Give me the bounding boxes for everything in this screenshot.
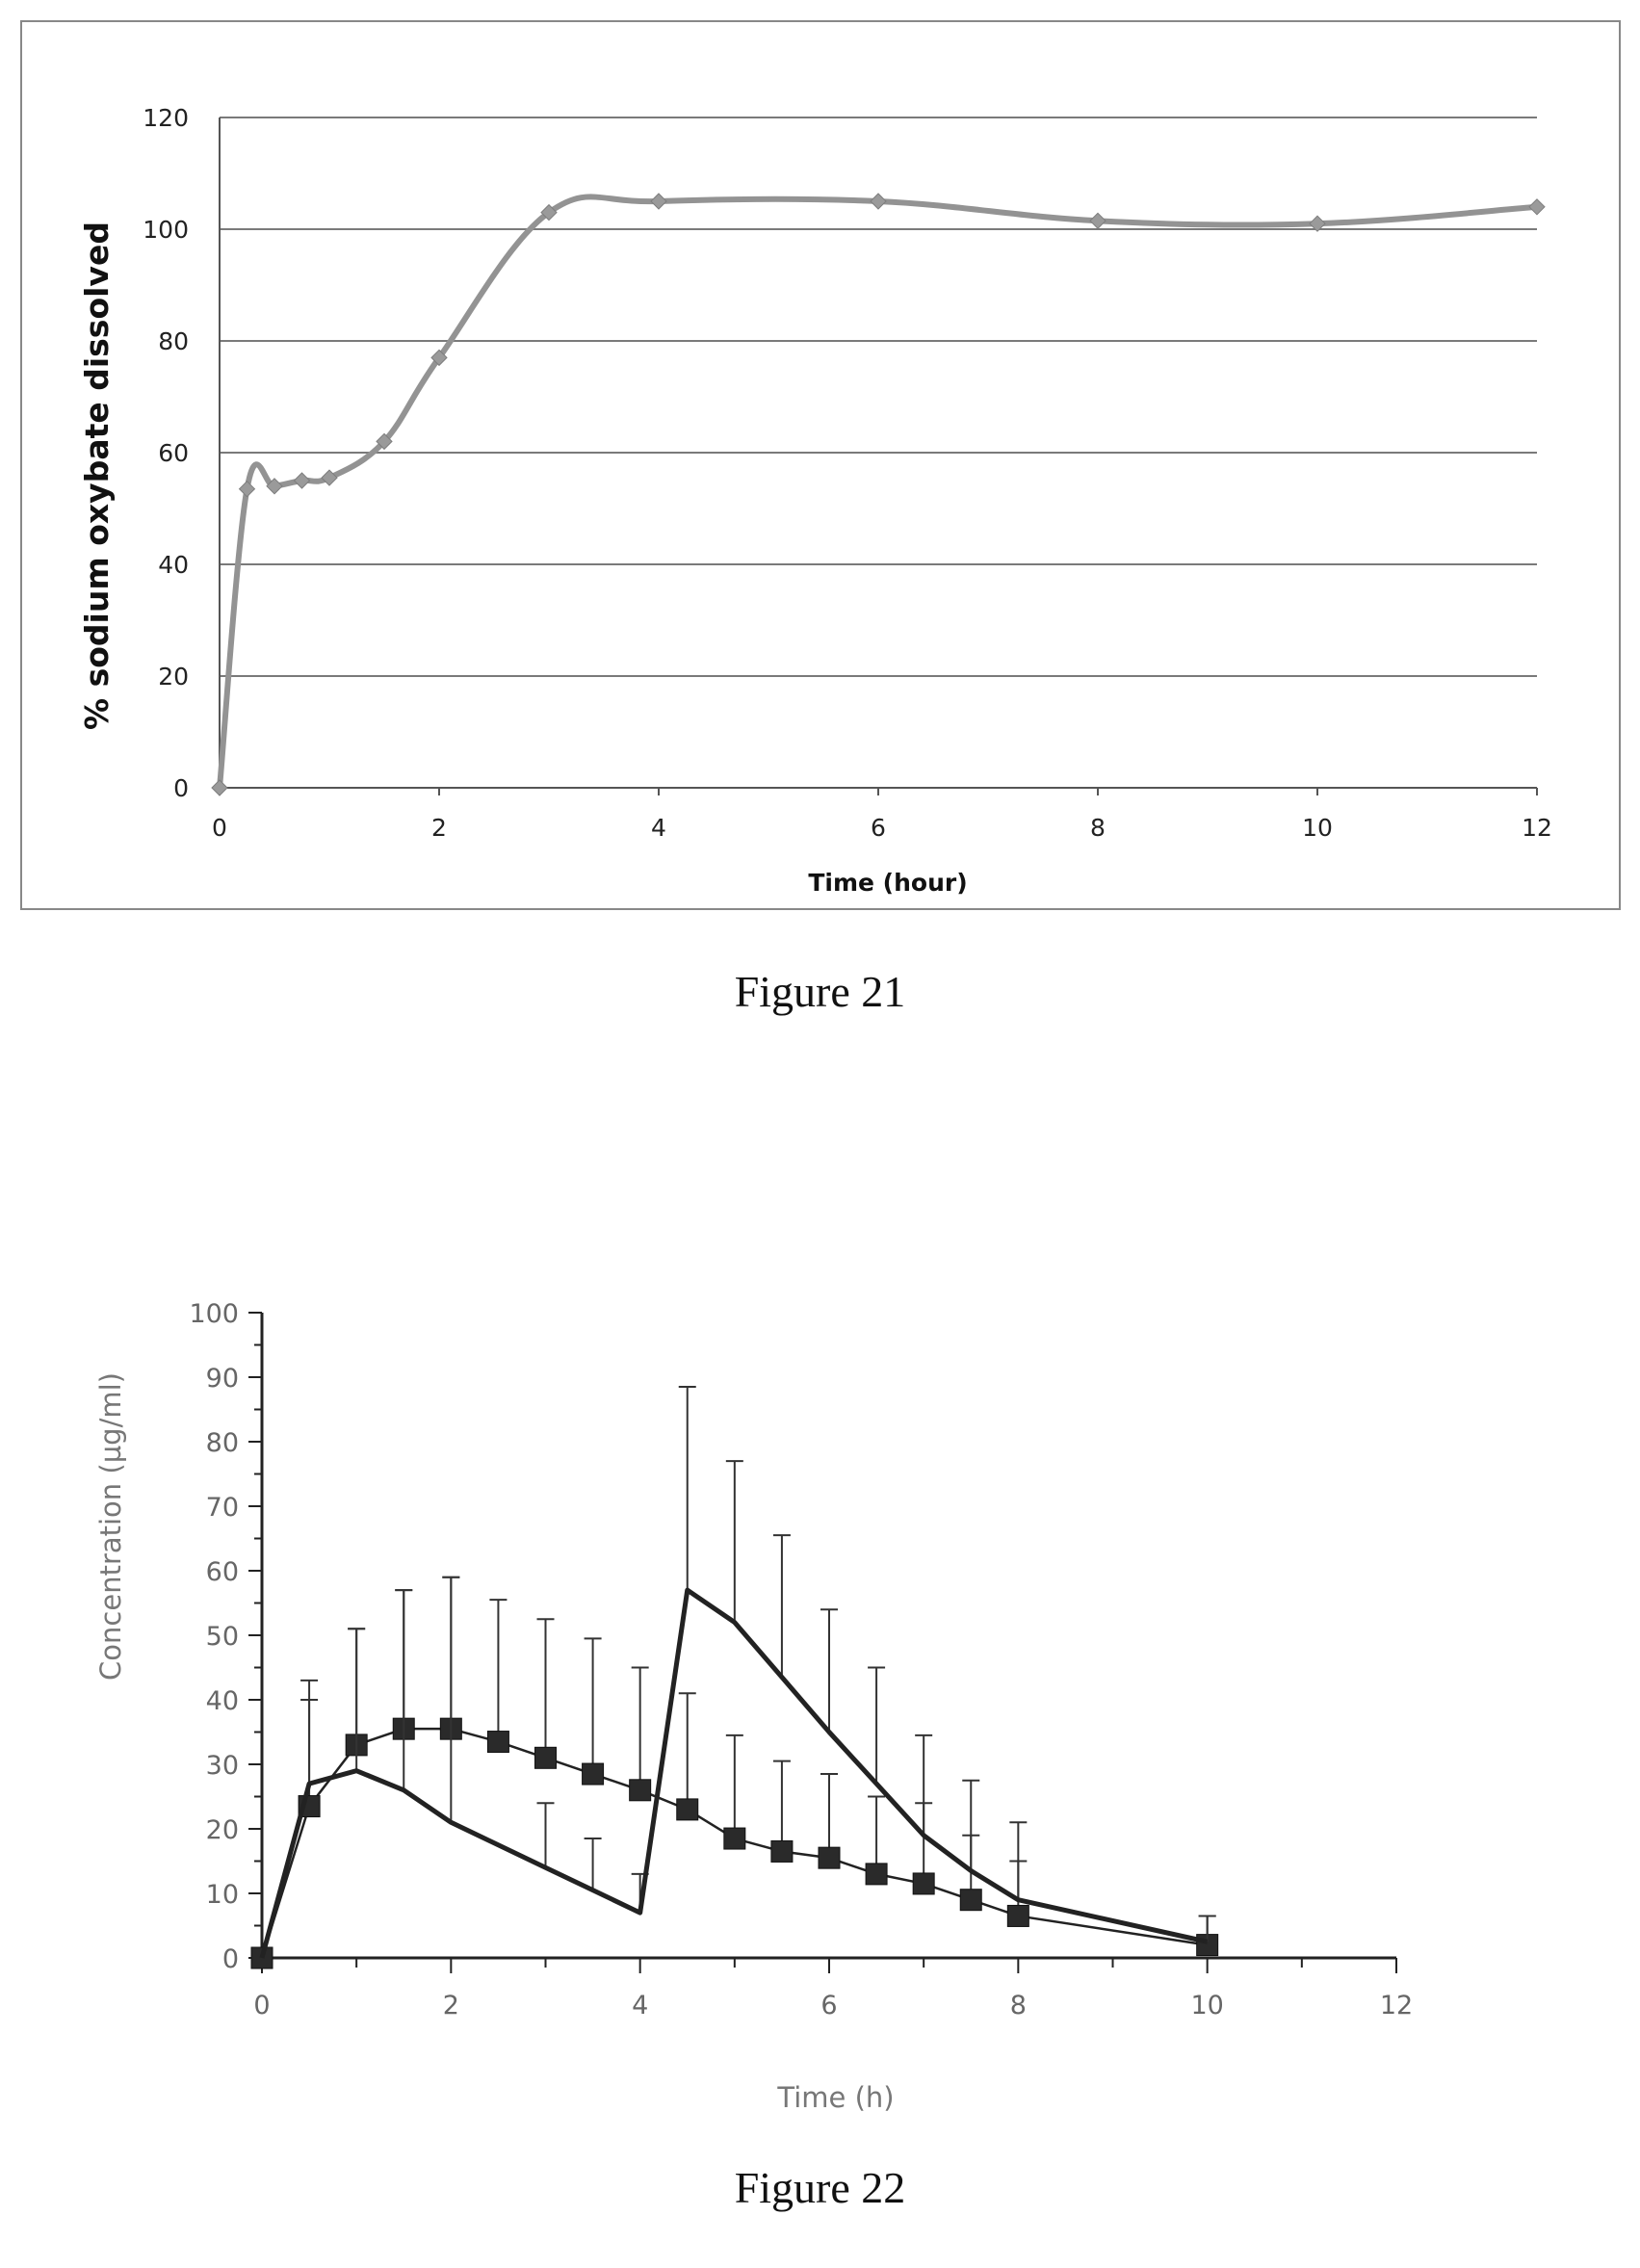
y-tick-label: 120 <box>143 104 189 132</box>
data-point-diamond <box>870 193 887 210</box>
series-2 <box>259 1386 1216 1959</box>
data-point-square <box>865 1863 888 1886</box>
data-point-square <box>818 1846 841 1869</box>
figure-22-caption: Figure 22 <box>734 2163 906 2212</box>
y-axis-label: % sodium oxybate dissolved <box>78 222 116 730</box>
y-tick-label: 20 <box>206 1815 239 1845</box>
figure-21-chart: 0 20 40 60 80 100 120 0 2 4 6 8 10 12 Time (hour) % s… <box>20 20 1621 910</box>
data-point-diamond <box>540 203 558 222</box>
axes <box>219 117 1538 795</box>
y-tick-label: 80 <box>158 327 189 355</box>
y-tick-label: 60 <box>206 1557 239 1587</box>
data-point-square <box>959 1889 982 1912</box>
data-point-diamond <box>321 469 338 486</box>
x-tick-label: 12 <box>1522 814 1552 842</box>
data-point-square <box>723 1827 746 1850</box>
y-axis-label: Concentration (µg/ml) <box>94 1372 127 1681</box>
y-tick-label: 80 <box>206 1428 239 1458</box>
y-tick-label: 40 <box>206 1686 239 1716</box>
series <box>211 193 1546 796</box>
x-tick-label: 4 <box>632 1991 648 2020</box>
x-tick-label: 2 <box>431 814 447 842</box>
data-point-diamond <box>293 472 311 489</box>
data-point-diamond <box>266 478 283 495</box>
data-point-square <box>534 1746 557 1769</box>
x-tick-label: 12 <box>1380 1991 1413 2020</box>
data-point-square <box>629 1779 652 1802</box>
series <box>250 1386 1219 1969</box>
data-point-diamond <box>238 480 256 498</box>
y-tick-label: 0 <box>173 774 189 802</box>
data-point-square <box>912 1872 935 1895</box>
y-tick-label: 100 <box>143 216 189 244</box>
data-point-square <box>582 1762 605 1786</box>
figure-21-caption: Figure 21 <box>734 967 906 1016</box>
y-tick-label: 40 <box>158 551 189 579</box>
x-tick-label: 6 <box>871 814 886 842</box>
y-tick-label: 10 <box>206 1880 239 1910</box>
x-tick-label: 8 <box>1010 1991 1027 2020</box>
x-axis-label: Time (hour) <box>808 869 967 897</box>
tick-labels: 0 10 20 30 40 50 60 70 80 90 100 0 2 4 6 8 10 12 <box>189 1299 1413 2020</box>
y-tick-label: 100 <box>189 1299 239 1329</box>
series-line <box>217 194 1538 789</box>
y-tick-label: 30 <box>206 1751 239 1781</box>
data-point-diamond <box>430 349 448 367</box>
data-point-diamond <box>1089 212 1106 230</box>
x-tick-label: 8 <box>1090 814 1106 842</box>
x-tick-label: 10 <box>1302 814 1333 842</box>
y-tick-label: 60 <box>158 439 189 467</box>
x-tick-label: 10 <box>1190 1991 1223 2020</box>
x-tick-label: 6 <box>820 1991 837 2020</box>
y-tick-label: 70 <box>206 1493 239 1523</box>
data-point-square <box>676 1798 699 1821</box>
data-point-diamond <box>650 193 667 210</box>
x-tick-label: 2 <box>443 1991 459 2020</box>
data-point-diamond <box>211 779 228 796</box>
y-tick-label: 90 <box>206 1364 239 1394</box>
data-point-square <box>770 1839 794 1863</box>
figure-22-chart: 0 10 20 30 40 50 60 70 80 90 100 0 2 4 6 8 10 12 Time (h)… <box>94 1299 1413 2114</box>
y-tick-label: 50 <box>206 1622 239 1652</box>
data-point-square <box>1006 1904 1029 1927</box>
x-axis-label: Time (h) <box>776 2081 894 2114</box>
chart-frame <box>20 20 1621 910</box>
tick-labels: 0 20 40 60 80 100 120 0 2 4 6 8 10 12 <box>143 104 1552 842</box>
data-point-diamond <box>1528 198 1546 216</box>
y-tick-label: 0 <box>222 1944 239 1974</box>
x-tick-label: 0 <box>212 814 227 842</box>
x-tick-label: 4 <box>651 814 666 842</box>
data-point-diamond <box>376 432 393 451</box>
x-tick-label: 0 <box>253 1991 270 2020</box>
data-point-square <box>486 1731 509 1754</box>
axes <box>248 1312 1397 1973</box>
data-point-diamond <box>1309 215 1326 232</box>
series-line <box>259 1587 1209 1959</box>
y-tick-label: 20 <box>158 663 189 691</box>
